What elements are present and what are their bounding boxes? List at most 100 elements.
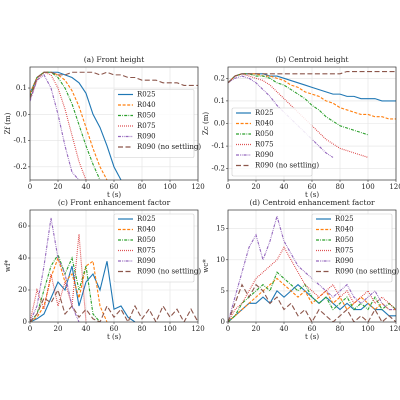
x-axis-label: t (s)	[305, 333, 319, 341]
y-tick-label: -0.1	[14, 137, 28, 145]
x-tick-label: 100	[361, 183, 374, 191]
y-tick-label: 0.0	[16, 110, 27, 118]
x-tick-label: 120	[389, 325, 400, 333]
x-tick-label: 60	[308, 183, 317, 191]
legend-label: R025	[137, 91, 156, 99]
y-tick-label: 0	[23, 318, 27, 326]
legend-label: R040	[335, 226, 354, 234]
x-tick-label: 0	[28, 183, 32, 191]
y-tick-label: 10	[216, 256, 225, 264]
x-tick-label: 100	[361, 325, 374, 333]
x-tick-label: 120	[191, 325, 204, 333]
x-tick-label: 60	[110, 325, 119, 333]
series-line	[30, 71, 101, 180]
legend-label: R040	[137, 101, 156, 109]
x-tick-label: 40	[280, 183, 289, 191]
series-line	[30, 217, 80, 322]
legend-label: R040	[255, 120, 274, 128]
panel: (c) Front enhancement factor 0 20 40 60 80 100…	[4, 198, 205, 341]
legend-label: R025	[335, 215, 354, 223]
series-line	[228, 70, 396, 84]
legend-label: R090 (no settling)	[335, 268, 399, 276]
series-line	[30, 74, 80, 180]
series-line	[228, 73, 369, 136]
series-line	[30, 261, 136, 322]
panel-title: (c) Front enhancement factor	[58, 198, 171, 207]
axes-frame	[29, 66, 199, 181]
x-tick-label: 100	[163, 325, 176, 333]
series-line	[30, 71, 198, 99]
x-tick-label: 40	[82, 325, 91, 333]
legend-label: R075	[335, 247, 354, 255]
legend-label: R050	[137, 112, 156, 120]
legend-label: R075	[255, 141, 274, 149]
x-tick-label: 120	[191, 183, 204, 191]
x-tick-label: 0	[226, 183, 230, 191]
y-axis-label: Zf (m)	[4, 112, 12, 134]
axes-frame	[227, 209, 397, 323]
y-tick-label: 15	[216, 225, 225, 233]
y-axis-label: wc*	[202, 259, 210, 273]
y-tick-label: 60	[18, 222, 27, 230]
y-tick-label: 40	[18, 254, 27, 262]
legend-label: R090	[335, 257, 354, 265]
y-tick-label: -0.2	[14, 163, 28, 171]
y-axis-label: Zc (m)	[202, 112, 210, 135]
y-tick-label: 0.0	[214, 120, 225, 128]
series-line	[228, 277, 396, 322]
x-tick-label: 20	[54, 183, 63, 191]
legend-label: R050	[335, 236, 354, 244]
panel: (d) Centroid enhancement factor 0 20 40 60 80…	[202, 198, 400, 341]
series-line	[30, 71, 87, 180]
x-tick-label: 20	[54, 325, 63, 333]
series-line	[30, 233, 87, 322]
panel: (b) Centroid height 0 20 40 60 80 100 120 -0.2 -0…	[202, 55, 400, 199]
legend-box	[113, 89, 195, 158]
x-tick-label: 20	[252, 325, 261, 333]
axes-frame	[29, 209, 199, 323]
x-tick-label: 60	[308, 325, 317, 333]
panel-title: (a) Front height	[84, 55, 145, 64]
series-line	[30, 253, 101, 322]
x-tick-label: 40	[82, 183, 91, 191]
y-axis-label: wf*	[4, 259, 12, 272]
x-tick-label: 100	[163, 183, 176, 191]
series-line	[30, 71, 108, 180]
legend-label: R090	[137, 133, 156, 141]
y-tick-label: 0.2	[214, 74, 225, 82]
x-tick-label: 80	[336, 325, 345, 333]
y-tick-label: -0.2	[212, 165, 226, 173]
series-line	[30, 288, 198, 322]
series-line	[228, 283, 396, 322]
legend-box	[113, 213, 195, 283]
x-axis-label: t (s)	[107, 333, 121, 341]
legend-label: R090 (no settling)	[137, 143, 201, 151]
x-tick-label: 40	[280, 325, 289, 333]
x-axis-label: t (s)	[305, 191, 319, 199]
x-tick-label: 80	[336, 183, 345, 191]
series-line	[30, 71, 122, 180]
series-line	[30, 256, 108, 322]
legend-label: R025	[255, 109, 274, 117]
x-tick-label: 0	[28, 325, 32, 333]
axes-frame	[227, 66, 397, 181]
legend-label: R050	[255, 130, 274, 138]
x-tick-label: 60	[110, 183, 119, 191]
legend-label: R040	[137, 226, 156, 234]
y-tick-label: 20	[18, 286, 27, 294]
panel-title: (d) Centroid enhancement factor	[249, 198, 375, 207]
series-line	[228, 271, 396, 322]
x-tick-label: 80	[138, 325, 147, 333]
legend-label: R090 (no settling)	[255, 162, 319, 170]
x-tick-label: 20	[252, 183, 261, 191]
legend-box	[231, 107, 313, 177]
x-tick-label: 80	[138, 183, 147, 191]
y-tick-label: 0.1	[214, 97, 225, 105]
legend-box	[311, 213, 393, 283]
legend-label: R090	[137, 257, 156, 265]
series-line	[228, 73, 396, 120]
y-tick-label: -0.1	[212, 142, 226, 150]
panel-title: (b) Centroid height	[275, 55, 348, 64]
x-tick-label: 120	[389, 183, 400, 191]
